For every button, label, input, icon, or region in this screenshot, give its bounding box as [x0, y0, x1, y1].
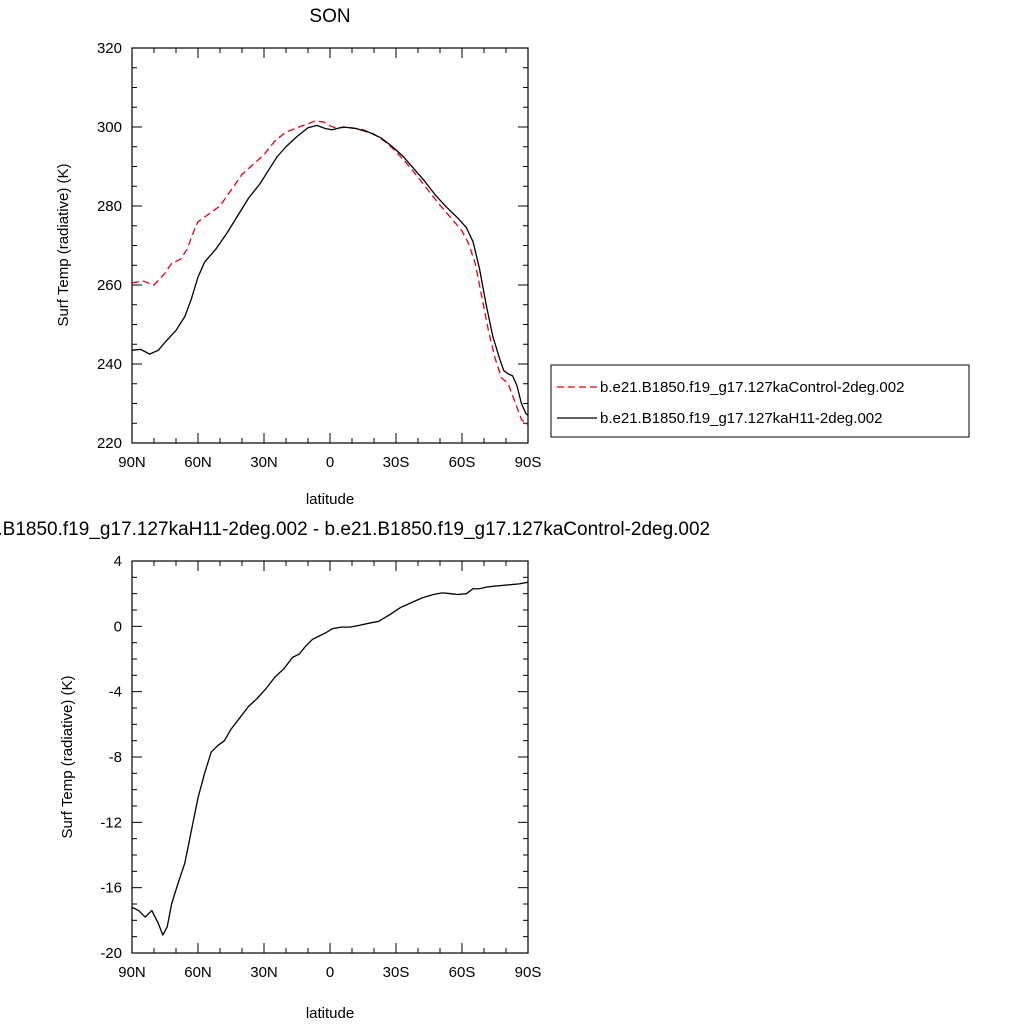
top-series-line-0: [131, 120, 528, 425]
top-chart-title: SON: [309, 6, 350, 27]
legend-label-h11: b.e21.B1850.f19_g17.127kaH11-2deg.002: [600, 410, 882, 427]
bottom-y-tick-label: -20: [100, 945, 122, 962]
bottom-chart-title: b.e21.B1850.f19_g17.127kaH11-2deg.002 - …: [0, 519, 710, 540]
top-y-tick-label: 280: [97, 198, 122, 215]
bottom-y-tick-label: 0: [114, 618, 122, 635]
top-y-tick-label: 300: [97, 119, 122, 136]
legend: b.e21.B1850.f19_g17.127kaControl-2deg.00…: [550, 364, 970, 438]
bottom-panel: b.e21.B1850.f19_g17.127kaH11-2deg.002 - …: [0, 519, 710, 1022]
top-panel: SON Surf Temp (radiative) (K) latitude 9…: [55, 6, 541, 508]
bottom-x-tick-label: 30S: [383, 964, 410, 981]
top-y-tick-label: 240: [97, 356, 122, 373]
top-x-tick-label: 0: [326, 454, 334, 471]
bottom-y-tick-label: -12: [100, 814, 122, 831]
legend-label-control: b.e21.B1850.f19_g17.127kaControl-2deg.00…: [600, 379, 904, 396]
bottom-x-axis-label: latitude: [306, 1005, 354, 1022]
bottom-x-tick-label: 90S: [515, 964, 542, 981]
bottom-y-tick-label: -8: [109, 749, 122, 766]
bottom-plot-frame: [131, 560, 529, 954]
bottom-y-tick-label: 4: [114, 553, 122, 570]
bottom-x-tick-label: 60N: [184, 964, 212, 981]
top-y-axis-label: Surf Temp (radiative) (K): [55, 163, 72, 326]
top-series-line-1: [131, 124, 529, 416]
bottom-x-tick-label: 60S: [449, 964, 476, 981]
top-y-tick-label: 220: [97, 435, 122, 452]
bottom-y-tick-label: -4: [109, 684, 122, 701]
top-plot-frame: [131, 47, 529, 444]
legend-box: [550, 364, 970, 438]
top-x-tick-label: 90S: [515, 454, 542, 471]
top-y-tick-label: 320: [97, 40, 122, 57]
top-plot-area: 90N 60N 30N 0 30S 60S 90S 220 240 260 280 300 320: [97, 40, 541, 471]
bottom-y-tick-label: -16: [100, 880, 122, 897]
bottom-x-tick-label: 30N: [250, 964, 278, 981]
bottom-x-tick-label: 0: [326, 964, 334, 981]
bottom-series-line-0: [131, 581, 529, 936]
top-x-axis-label: latitude: [306, 491, 354, 508]
top-x-tick-label: 30N: [250, 454, 278, 471]
top-x-tick-label: 60S: [449, 454, 476, 471]
bottom-plot-area: 90N 60N 30N 0 30S 60S 90S -20 -16 -12 -8 -4 0 4: [100, 553, 541, 981]
top-x-tick-label: 30S: [383, 454, 410, 471]
bottom-x-tick-label: 90N: [118, 964, 146, 981]
top-x-tick-label: 60N: [184, 454, 212, 471]
top-x-tick-label: 90N: [118, 454, 146, 471]
bottom-y-axis-label: Surf Temp (radiative) (K): [59, 675, 76, 838]
top-y-tick-label: 260: [97, 277, 122, 294]
